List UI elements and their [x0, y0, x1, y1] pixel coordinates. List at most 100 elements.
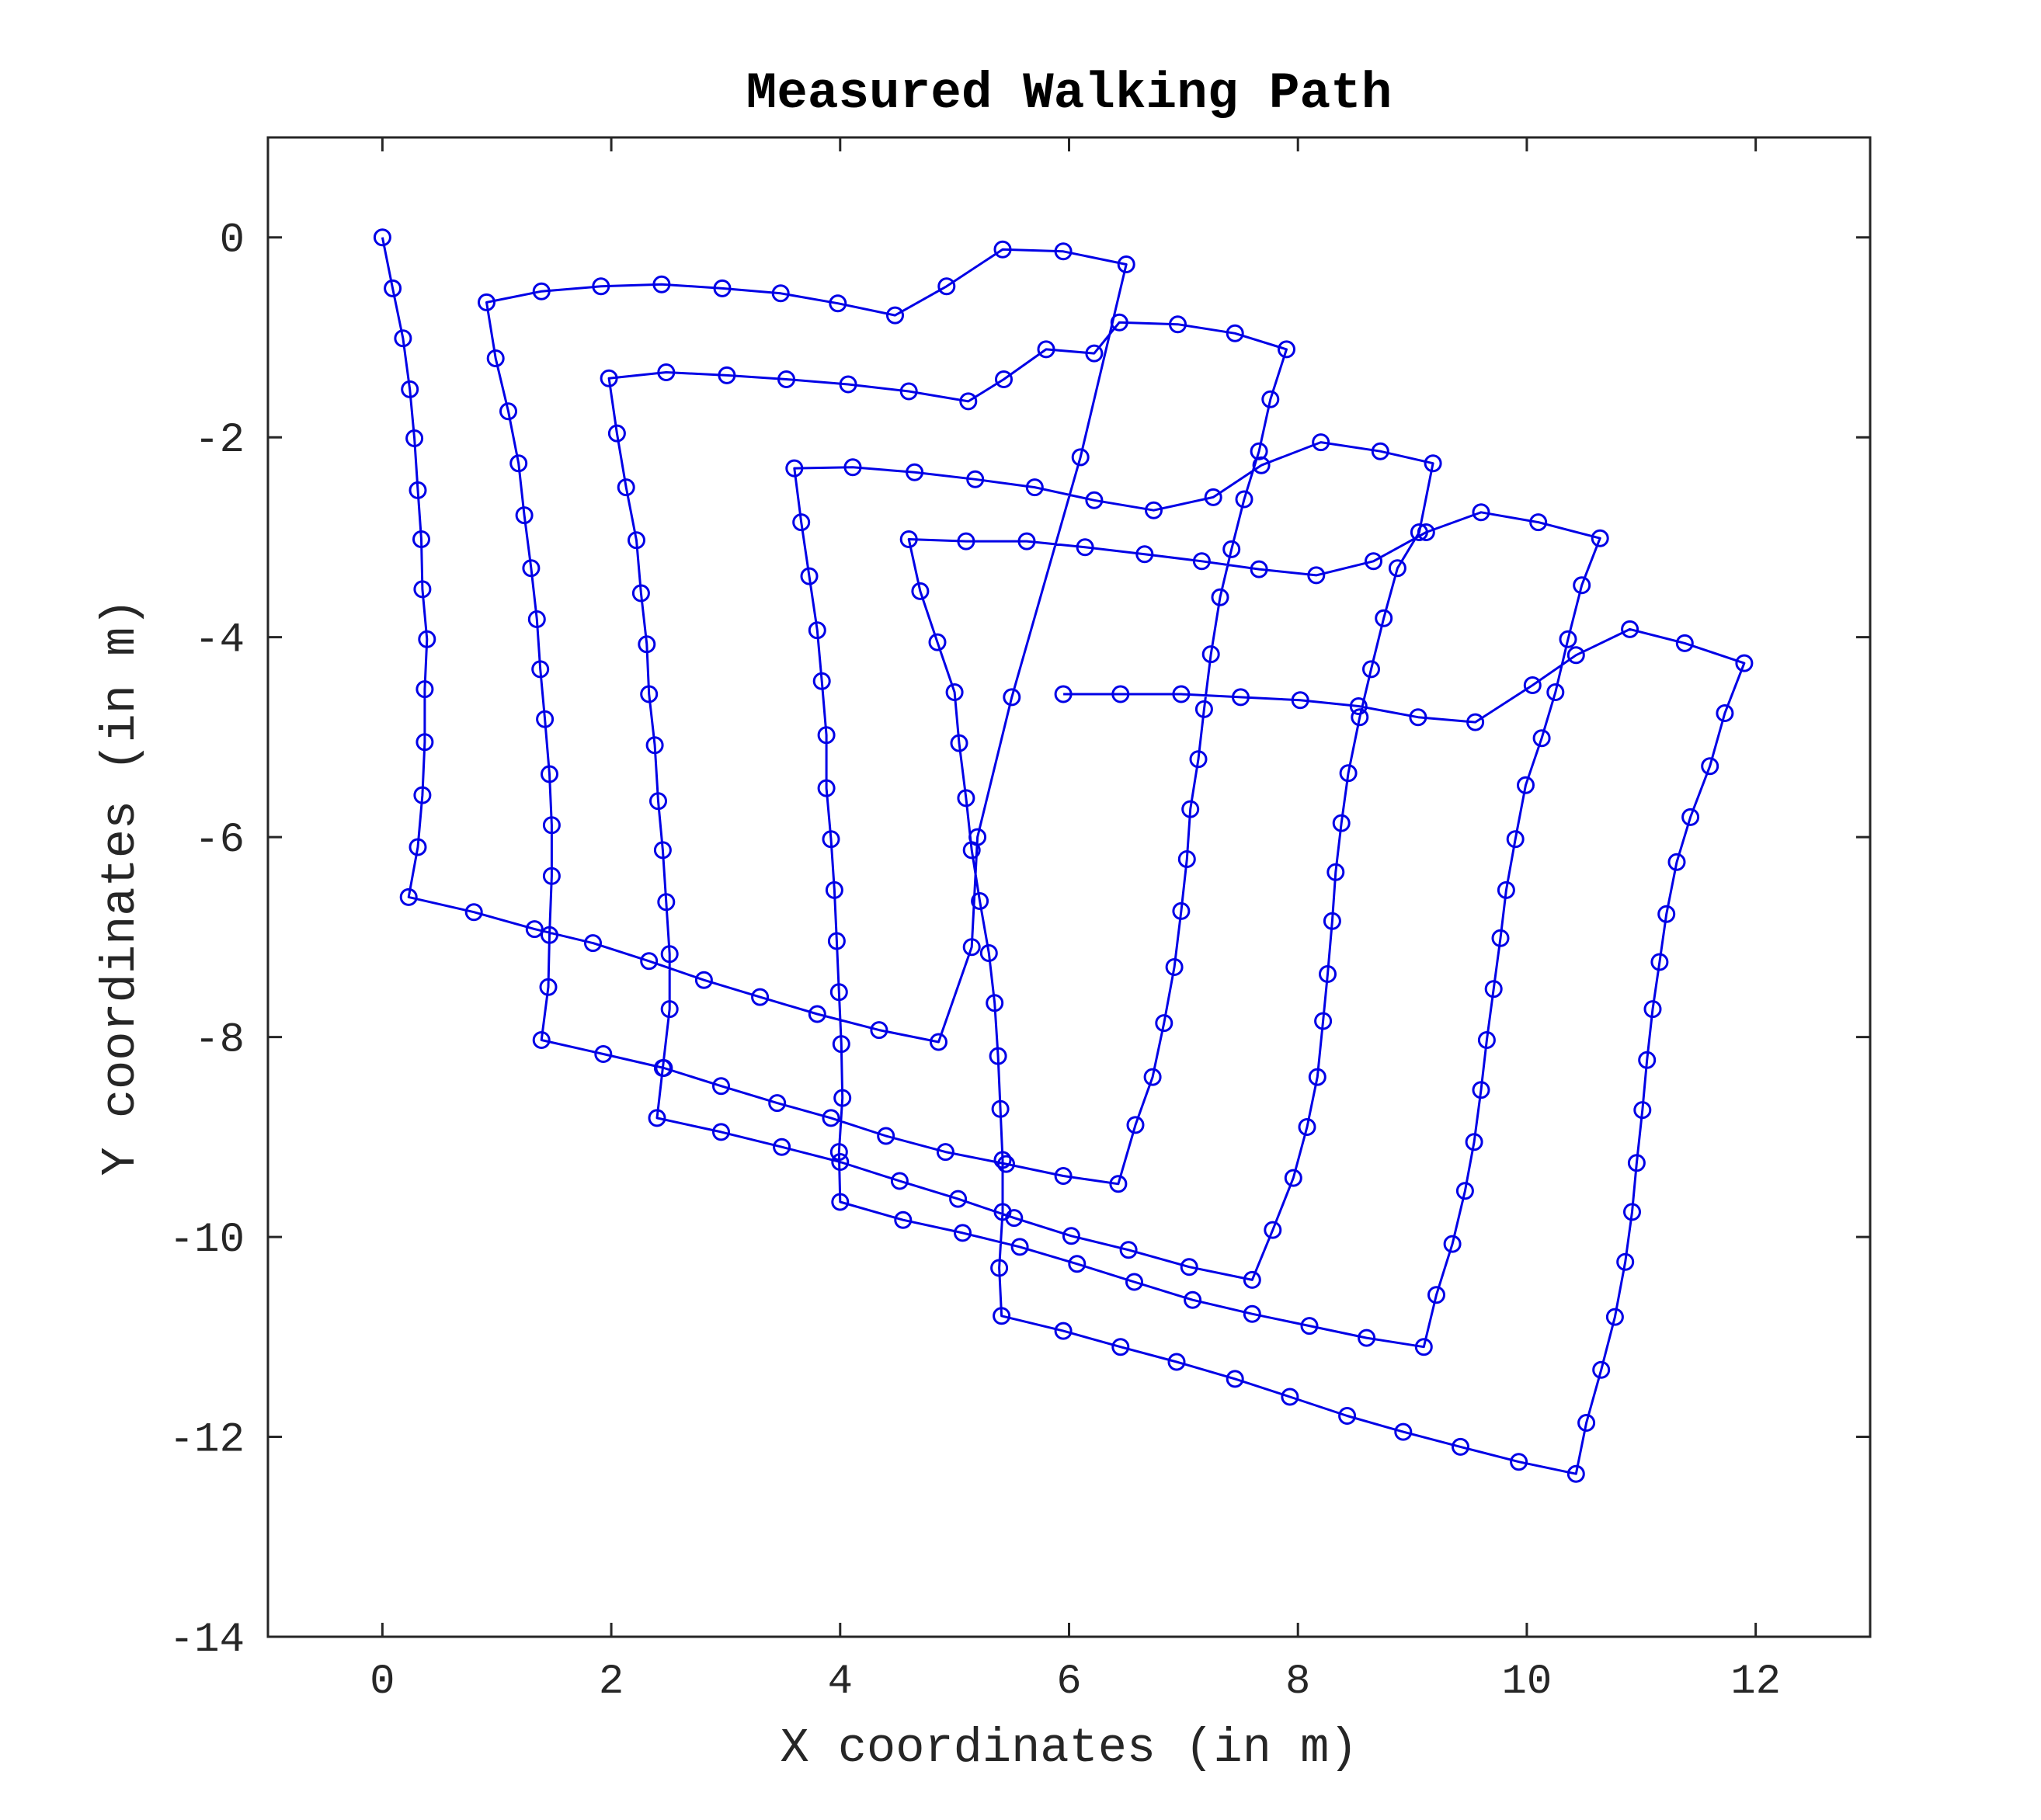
path-point-marker: [989, 1047, 1007, 1065]
path-point-marker: [1017, 532, 1036, 551]
path-point-marker: [911, 582, 930, 600]
path-point-marker: [957, 532, 975, 551]
path-point-marker: [1109, 1175, 1128, 1193]
path-point-marker: [1605, 1308, 1624, 1326]
path-point-marker: [1319, 965, 1337, 983]
path-point-marker: [993, 1307, 1011, 1325]
path-point-marker: [1201, 645, 1220, 664]
path-point-marker: [1037, 340, 1055, 359]
path-point-marker: [1497, 880, 1515, 899]
path-point-marker: [1062, 1227, 1080, 1245]
x-tick-label: 10: [1502, 1658, 1552, 1706]
path-point-marker: [986, 994, 1004, 1012]
path-point-marker: [478, 293, 495, 311]
path-point-marker: [1465, 1133, 1483, 1151]
path-point-marker: [1326, 863, 1345, 881]
path-point-marker: [713, 279, 732, 297]
path-point-marker: [1339, 764, 1358, 783]
path-point-marker: [657, 893, 676, 912]
path-point-marker: [817, 779, 836, 797]
x-tick-label: 2: [599, 1658, 624, 1706]
path-point-marker: [800, 567, 819, 585]
path-point-marker: [409, 481, 427, 499]
path-point-marker: [1192, 552, 1211, 571]
path-point-marker: [373, 228, 391, 247]
path-point-marker: [1616, 1252, 1635, 1271]
path-point-marker: [1025, 478, 1044, 497]
path-point-marker: [399, 887, 418, 906]
x-tick-label: 6: [1056, 1658, 1081, 1706]
path-point-marker: [1172, 685, 1191, 703]
path-point-marker: [1143, 1068, 1162, 1086]
path-point-marker: [777, 370, 795, 388]
path-point-marker: [1455, 1182, 1474, 1200]
path-point-marker: [1735, 654, 1754, 672]
path-point-marker: [751, 988, 770, 1006]
path-point-marker: [1111, 685, 1130, 703]
path-point-marker: [995, 370, 1013, 388]
path-point-marker: [1592, 1360, 1611, 1379]
path-point-marker: [991, 1099, 1010, 1118]
path-point-marker: [1054, 1167, 1073, 1185]
path-point-marker: [1424, 454, 1442, 473]
path-point-marker: [532, 282, 551, 300]
plot-area-frame: [266, 136, 1872, 1638]
path-point-marker: [1189, 750, 1208, 769]
path-point-marker: [653, 1059, 672, 1077]
path-point-marker: [1145, 501, 1163, 519]
path-point-marker: [937, 277, 956, 296]
path-point-marker: [1621, 620, 1639, 638]
y-axis-label: Y coordinates (in m): [93, 598, 148, 1176]
path-point-marker: [962, 938, 981, 957]
path-point-marker: [412, 530, 430, 548]
path-point-marker: [890, 1172, 909, 1190]
path-point-marker: [829, 294, 847, 313]
path-point-marker: [1314, 1012, 1333, 1030]
path-point-marker: [1452, 1437, 1469, 1456]
y-tick-label: -14: [169, 1617, 245, 1664]
path-point-marker: [1546, 683, 1565, 701]
path-point-marker: [1085, 491, 1104, 509]
path-point-marker: [409, 838, 427, 856]
x-axis-label: X coordinates (in m): [780, 1721, 1358, 1776]
path-point-marker: [1477, 1031, 1496, 1049]
path-point-marker: [1566, 646, 1585, 665]
path-point-marker: [712, 1123, 730, 1141]
path-point-marker: [1443, 1235, 1462, 1253]
path-point-marker: [607, 424, 626, 443]
path-point-marker: [997, 1155, 1015, 1173]
path-point-marker: [768, 1094, 787, 1113]
path-point-marker: [1675, 634, 1694, 652]
path-point-marker: [660, 945, 679, 964]
path-point-marker: [843, 458, 862, 477]
path-point-marker: [718, 366, 736, 384]
path-point-marker: [1135, 545, 1154, 564]
path-point-marker: [785, 459, 804, 478]
path-point-marker: [829, 983, 848, 1002]
path-point-marker: [638, 635, 656, 654]
path-point-marker: [1054, 1322, 1073, 1340]
path-point-marker: [1111, 1338, 1130, 1356]
path-point-marker: [1181, 800, 1200, 818]
path-point-marker: [1071, 448, 1090, 467]
path-point-marker: [1417, 523, 1435, 541]
path-point-marker: [1484, 980, 1503, 999]
path-point-marker: [1291, 691, 1309, 710]
path-point-marker: [1716, 704, 1734, 722]
path-point-marker: [833, 1089, 852, 1107]
path-point-marker: [640, 952, 659, 971]
path-point-marker: [949, 1190, 968, 1208]
path-point-marker: [653, 841, 672, 860]
path-point-marker: [1110, 313, 1128, 332]
path-point-marker: [829, 1143, 848, 1162]
path-point-marker: [1371, 442, 1389, 460]
path-point-marker: [825, 880, 843, 899]
path-point-marker: [640, 685, 659, 703]
path-point-marker: [1532, 729, 1551, 748]
path-point-marker: [584, 934, 602, 953]
path-point-marker: [1349, 697, 1368, 715]
path-point-marker: [1529, 513, 1548, 532]
path-point-marker: [1375, 609, 1393, 627]
path-point-marker: [877, 1127, 895, 1145]
path-point-marker: [1167, 1353, 1186, 1371]
